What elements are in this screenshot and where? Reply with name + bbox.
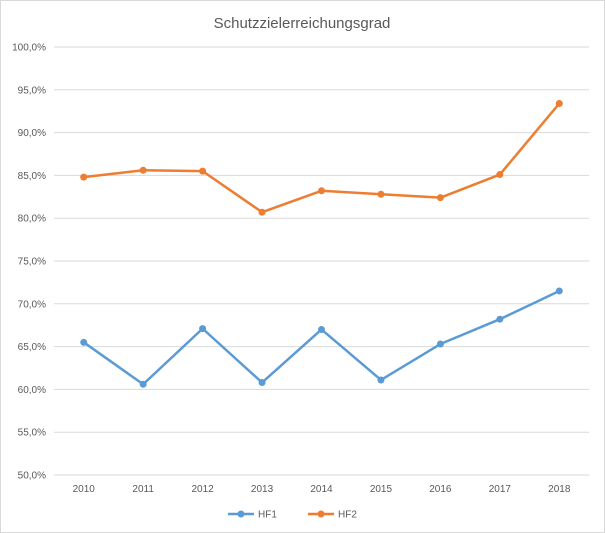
data-point [436,340,444,348]
x-tick-label: 2018 [548,484,571,495]
y-tick-label: 80,0% [18,214,46,225]
data-point [139,380,147,388]
y-tick-label: 55,0% [18,428,46,439]
x-tick-label: 2015 [370,484,393,495]
x-tick-label: 2011 [132,484,154,495]
y-tick-label: 90,0% [18,128,46,139]
data-point [199,325,207,333]
series-line [82,289,561,386]
series-line [82,102,561,214]
data-point [80,173,88,181]
x-tick-label: 2013 [251,484,274,495]
data-point [555,287,563,295]
chart-title: Schutzzielerreichungsgrad [214,15,391,32]
x-tick-label: 2012 [191,484,214,495]
x-tick-label: 2017 [489,484,512,495]
y-tick-label: 60,0% [18,385,46,396]
y-axis-tick-labels: 50,0% 55,0% 60,0% 65,0% 70,0% 75,0% 80,0% 85,0%… [12,43,46,482]
gridlines [54,46,589,476]
y-tick-label: 65,0% [18,342,46,353]
data-point [555,99,563,107]
legend-label: HF2 [338,510,357,521]
data-point [318,187,325,195]
series-HF1 [80,287,563,388]
data-point [496,171,504,179]
data-point [80,338,88,346]
data-point [199,167,207,175]
x-tick-label: 2014 [310,484,333,495]
data-point [436,194,444,202]
legend: HF1 HF2 [228,510,357,521]
data-point [139,166,147,174]
data-point [496,315,504,323]
data-point [377,376,385,384]
x-axis-tick-labels: 2010 2011 2012 2013 2014 2015 2016 2017 2018 [73,484,571,495]
legend-marker [237,510,245,518]
data-point [258,208,266,216]
data-point [258,379,266,387]
y-tick-label: 50,0% [18,471,46,482]
y-tick-label: 100,0% [12,43,46,54]
legend-item: HF1 [228,510,277,521]
legend-label: HF1 [258,510,277,521]
y-tick-label: 85,0% [18,171,46,182]
data-point [318,325,325,333]
data-point [377,190,385,198]
legend-marker [317,510,325,518]
series-HF2 [80,99,563,216]
x-tick-label: 2010 [73,484,96,495]
y-tick-label: 95,0% [18,85,46,96]
series-lines [80,99,563,388]
y-tick-label: 70,0% [18,299,46,310]
x-tick-label: 2016 [429,484,452,495]
y-tick-label: 75,0% [18,257,46,268]
legend-item: HF2 [308,510,357,521]
